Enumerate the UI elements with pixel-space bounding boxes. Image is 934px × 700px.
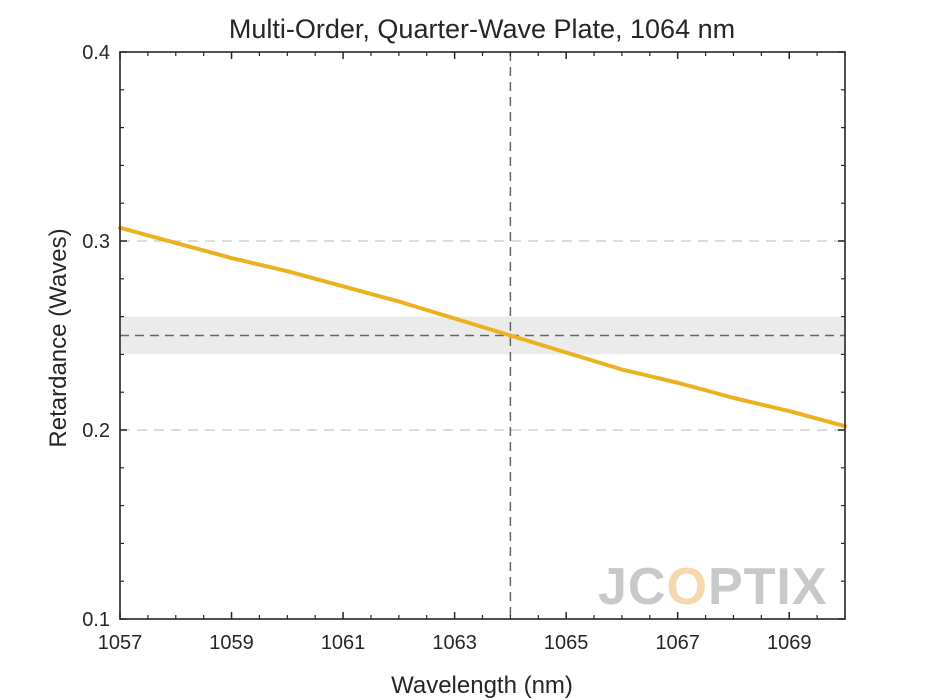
- watermark-letter: C: [628, 558, 667, 616]
- x-tick-label: 1063: [432, 632, 477, 654]
- watermark-text: JCOPTIX: [598, 558, 828, 616]
- y-tick-label: 0.4: [82, 42, 110, 64]
- watermark-letter: T: [744, 558, 777, 616]
- watermark-letter: I: [776, 558, 791, 616]
- x-tick-labels: 1057 1059 1061 1063 1065 1067 1069: [98, 632, 812, 654]
- grid-lines: [120, 240, 845, 431]
- watermark-letter: O: [666, 558, 707, 616]
- y-tick-label: 0.2: [82, 420, 110, 442]
- series-group: [118, 225, 847, 429]
- x-tick-label: 1061: [321, 632, 366, 654]
- x-tick-label: 1057: [98, 632, 143, 654]
- x-tick-label: 1059: [209, 632, 254, 654]
- retardance-curve: [118, 225, 847, 429]
- x-tick-label: 1069: [767, 632, 812, 654]
- y-tick-labels: 0.1 0.2 0.3 0.4: [82, 42, 110, 631]
- y-tick-label: 0.3: [82, 231, 110, 253]
- chart-title: Multi-Order, Quarter-Wave Plate, 1064 nm: [229, 14, 735, 44]
- watermark-letter: X: [792, 558, 828, 616]
- x-tick-label: 1065: [544, 632, 589, 654]
- x-tick-label: 1067: [655, 632, 700, 654]
- x-axis-label: Wavelength (nm): [391, 672, 573, 699]
- y-axis-label: Retardance (Waves): [45, 228, 72, 447]
- axis-ticks: [119, 51, 846, 620]
- jcoptix-logo: JCOPTIX: [598, 558, 828, 616]
- watermark-letter: P: [708, 558, 744, 616]
- watermark-letter: J: [598, 558, 628, 616]
- y-tick-label: 0.1: [82, 609, 110, 631]
